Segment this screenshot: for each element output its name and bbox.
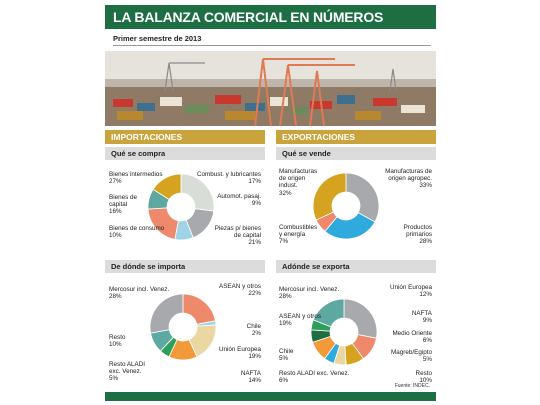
label-mercosur: Mercosur incl. Venez. 28%	[109, 286, 170, 301]
label-asean-otros: ASEAN y otros 19%	[279, 313, 321, 328]
label-resto: Resto 10%	[415, 370, 432, 385]
label-bienes-capital: Bienes de capital 16%	[109, 194, 138, 216]
label-mercosur: Mercosur incl. Venez. 28%	[279, 286, 340, 301]
page-subtitle: Primer semestre de 2013	[113, 34, 202, 43]
imports-what-header: Qué se compra	[105, 147, 265, 160]
label-chile: Chile 2%	[246, 323, 261, 338]
exports-header: EXPORTACIONES	[276, 130, 436, 144]
pie-svg	[149, 293, 217, 361]
label-union-europea: Unión Europea 12%	[389, 284, 432, 299]
pie-slice	[312, 298, 345, 328]
donut-hole	[167, 193, 195, 221]
label-union-europea: Unión Europea 19%	[218, 346, 261, 361]
subtitle-divider	[113, 45, 431, 46]
chart-exports-destination: Mercosur incl. Venez. 28% Unión Europea 12…	[276, 275, 436, 385]
label-magreb-egipto: Magreb/Egipto 5%	[391, 349, 432, 364]
label-manufacturas-agropec: Manufacturas de origen agropec. 33%	[385, 168, 432, 190]
pie-slice	[312, 172, 347, 221]
chart-exports-goods: Manufacturas de origen agropec. 33% Produ…	[276, 163, 436, 258]
label-chile: Chile 5%	[279, 348, 294, 363]
label-piezas-bienes-capital: Piezas p/ bienes de capital 21%	[214, 225, 261, 247]
source-note: Fuente: INDEC.	[394, 383, 430, 389]
title-bar: LA BALANZA COMERCIAL EN NÚMEROS	[105, 5, 436, 29]
footer-bar	[105, 392, 436, 401]
pie-svg	[312, 172, 380, 240]
label-resto: Resto 10%	[109, 334, 126, 349]
label-bienes-intermedios: Bienes intermedios 27%	[109, 171, 163, 186]
pie-slice	[324, 212, 376, 240]
pie-slice	[149, 293, 184, 334]
donut-hole	[332, 192, 360, 220]
label-combustibles-energia: Combustibles y energía 7%	[279, 224, 318, 246]
label-medio-oriente: Medio Oriente 6%	[392, 330, 432, 345]
label-nafta: NAFTA 9%	[411, 310, 432, 325]
pie-slice	[343, 298, 378, 339]
imports-header: IMPORTACIONES	[105, 130, 265, 144]
label-asean-otros: ASEAN y otros 22%	[219, 283, 261, 298]
label-automot-pasaj: Automot. pasaj. 9%	[217, 193, 261, 208]
label-resto-aladi: Resto ALADI exc. Venez. 6%	[279, 370, 350, 385]
label-nafta: NAFTA 14%	[240, 370, 261, 385]
label-manufacturas-indust: Manufacturas de origen indust. 32%	[279, 168, 318, 197]
pie-slice	[345, 172, 380, 223]
label-combustibles-lubricantes: Combust. y lubricantes 17%	[196, 171, 261, 186]
exports-what-header: Qué se vende	[276, 147, 436, 160]
pie-slice	[152, 173, 182, 201]
chart-imports-origin: ASEAN y otros 22% Chile 2% Unión Europea 19…	[105, 275, 265, 385]
label-bienes-consumo: Bienes de consumo 10%	[109, 225, 165, 240]
page-title: LA BALANZA COMERCIAL EN NÚMEROS	[113, 9, 384, 25]
pie-svg	[310, 298, 378, 366]
label-resto-aladi: Resto ALADI exc. Venez. 5%	[109, 361, 146, 383]
port-photo	[105, 51, 436, 126]
label-productos-primarios: Productos primarios 28%	[403, 224, 432, 246]
exports-where-header: Adónde se exporta	[276, 260, 436, 273]
pie-svg	[147, 173, 215, 241]
infographic: LA BALANZA COMERCIAL EN NÚMEROS Primer s…	[105, 5, 436, 401]
chart-imports-goods: Bienes intermedios 27% Combust. y lubrica…	[105, 163, 265, 258]
imports-where-header: De dónde se importa	[105, 260, 265, 273]
donut-hole	[169, 313, 197, 341]
donut-hole	[330, 318, 358, 346]
